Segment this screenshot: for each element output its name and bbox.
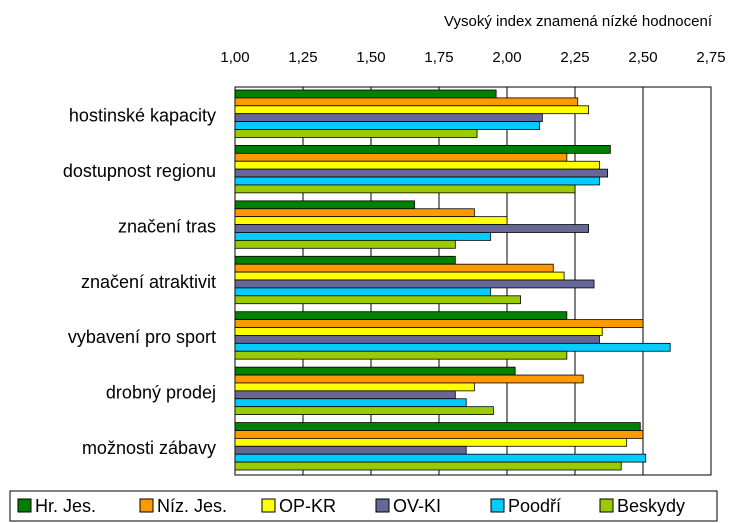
y-tick-label: značení tras	[118, 216, 216, 236]
bar	[234, 145, 611, 154]
bar	[234, 430, 644, 439]
bar	[234, 374, 584, 384]
bar	[234, 89, 497, 99]
bar	[234, 239, 456, 249]
legend-label: OV-KI	[393, 496, 441, 516]
legend-label: Poodří	[508, 496, 561, 516]
y-tick-label: značení atraktivit	[81, 272, 216, 292]
bar	[234, 342, 671, 352]
bar	[234, 271, 565, 281]
bar	[234, 279, 595, 289]
x-tick-label: 2,75	[696, 49, 725, 66]
legend-label: Níz. Jes.	[157, 496, 227, 516]
legend-box	[9, 490, 718, 522]
y-tick-label: možnosti zábavy	[82, 438, 216, 458]
bar	[234, 232, 492, 241]
bar	[234, 327, 603, 336]
x-tick-label: 1,75	[424, 49, 453, 66]
x-tick-label: 1,25	[288, 49, 317, 66]
bar	[234, 129, 478, 138]
bar	[234, 160, 600, 170]
x-tick-label: 2,50	[628, 49, 657, 66]
legend-label: Hr. Jes.	[35, 496, 96, 516]
bar	[234, 208, 475, 218]
x-tick-label: 1,00	[220, 49, 249, 66]
bar	[234, 184, 576, 194]
legend-swatch	[261, 498, 276, 513]
bar	[234, 121, 541, 130]
bar	[234, 445, 467, 455]
x-tick-label: 2,25	[560, 49, 589, 66]
bar	[234, 461, 622, 471]
legend-swatch	[17, 498, 32, 513]
y-tick-label: vybavení pro sport	[68, 327, 216, 347]
bar	[234, 224, 590, 233]
bar	[234, 366, 516, 376]
bar	[234, 382, 475, 392]
bar	[234, 287, 492, 297]
bar	[234, 422, 641, 431]
legend-swatch	[375, 498, 390, 513]
y-tick-label: drobný prodej	[106, 383, 216, 403]
axis-label: Vysoký index znamená nízké hodnocení	[444, 13, 713, 30]
x-tick-label: 2,00	[492, 49, 521, 66]
bar	[234, 406, 494, 415]
legend-swatch	[490, 498, 505, 513]
y-tick-label: hostinské kapacity	[69, 105, 216, 125]
bar	[234, 255, 456, 265]
bar	[234, 390, 456, 400]
legend-swatch	[599, 498, 614, 513]
bar	[234, 200, 415, 210]
bar	[234, 311, 568, 321]
bar	[234, 319, 644, 328]
bar	[234, 105, 590, 115]
legend-swatch	[139, 498, 154, 513]
bar	[234, 263, 554, 273]
bar	[234, 113, 543, 123]
bar	[234, 168, 609, 178]
y-tick-label: dostupnost regionu	[63, 161, 216, 181]
x-tick-label: 1,50	[356, 49, 385, 66]
bar	[234, 350, 568, 360]
bar	[234, 437, 628, 447]
bar	[234, 453, 647, 463]
legend-label: OP-KR	[279, 496, 336, 516]
bar	[234, 216, 508, 225]
bar	[234, 295, 522, 305]
bar	[234, 398, 467, 408]
bar	[234, 176, 600, 186]
bar	[234, 97, 579, 107]
bar	[234, 335, 600, 344]
legend-label: Beskydy	[617, 496, 685, 516]
bar	[234, 152, 568, 162]
